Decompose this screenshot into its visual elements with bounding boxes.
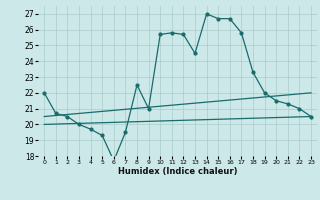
X-axis label: Humidex (Indice chaleur): Humidex (Indice chaleur)	[118, 167, 237, 176]
